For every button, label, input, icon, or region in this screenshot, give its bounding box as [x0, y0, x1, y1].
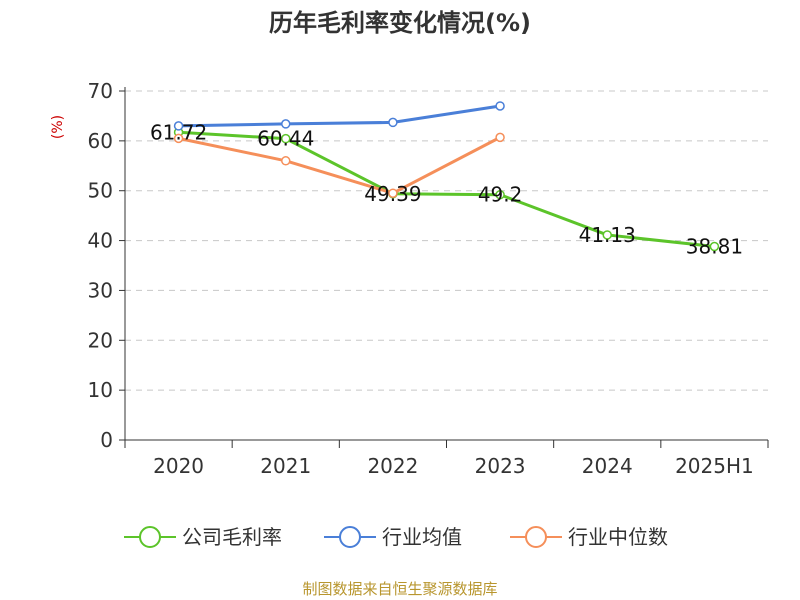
y-tick-label-10: 10	[88, 378, 113, 402]
legend-marker-1	[339, 526, 361, 548]
series-line-1	[178, 104, 501, 128]
axes: 0 10 20 30 40 50 60 70 2020 2021 2022 2023 2024 2025H…	[88, 79, 769, 478]
data-label-5: 38.81	[686, 235, 743, 259]
legend-label-0: 公司毛利率	[182, 525, 282, 549]
x-tick-label-2021: 2021	[260, 454, 311, 478]
data-label-3: 49.2	[478, 183, 523, 207]
y-tick-label-50: 50	[88, 179, 113, 203]
legend-label-2: 行业中位数	[568, 525, 668, 549]
legend-marker-0	[139, 526, 161, 548]
data-label-0: 61.72	[150, 120, 207, 144]
legend-marker-2	[525, 526, 547, 548]
data-labels: 61.72 60.44 49.39 49.2 41.13 38.81	[150, 120, 743, 258]
legend: 公司毛利率 行业均值 行业中位数	[124, 525, 668, 549]
series-1-point-3	[495, 101, 505, 111]
series-lines	[173, 101, 720, 252]
x-tick-label-2020: 2020	[153, 454, 204, 478]
series-0-point-1	[281, 133, 291, 144]
series-line-0	[178, 130, 715, 248]
y-tick-label-20: 20	[88, 328, 113, 352]
source-note: 制图数据来自恒生聚源数据库	[302, 580, 497, 598]
series-2-point-1	[281, 156, 291, 166]
series-0-point-3	[495, 189, 505, 200]
series-0-point-5	[709, 241, 720, 252]
data-label-4: 41.13	[579, 223, 636, 247]
y-tick-label-30: 30	[88, 278, 113, 302]
x-tick-label-2023: 2023	[475, 454, 526, 478]
legend-label-1: 行业均值	[382, 525, 462, 549]
y-tick-label-60: 60	[88, 129, 113, 153]
y-tick-label-40: 40	[88, 229, 113, 253]
series-0-point-4	[602, 230, 612, 240]
series-2-point-2	[388, 188, 398, 198]
y-tick-label-70: 70	[88, 79, 113, 103]
y-axis-label: (%)	[50, 115, 66, 139]
y-tick-label-0: 0	[100, 428, 113, 452]
x-tick-label-2022: 2022	[367, 454, 418, 478]
x-tick-label-2025H1: 2025H1	[675, 454, 754, 478]
chart-title: 历年毛利率变化情况(%)	[269, 9, 531, 37]
data-label-2: 49.39	[364, 182, 421, 206]
series-line-2	[178, 136, 501, 195]
series-1-point-1	[281, 119, 291, 129]
series-2-point-0	[173, 133, 184, 144]
data-label-1: 60.44	[257, 127, 314, 151]
series-1-point-2	[388, 117, 398, 128]
series-1-point-0	[173, 121, 184, 131]
x-tick-label-2024: 2024	[582, 454, 633, 478]
series-2-point-3	[495, 132, 505, 143]
grid-lines	[125, 90, 768, 391]
